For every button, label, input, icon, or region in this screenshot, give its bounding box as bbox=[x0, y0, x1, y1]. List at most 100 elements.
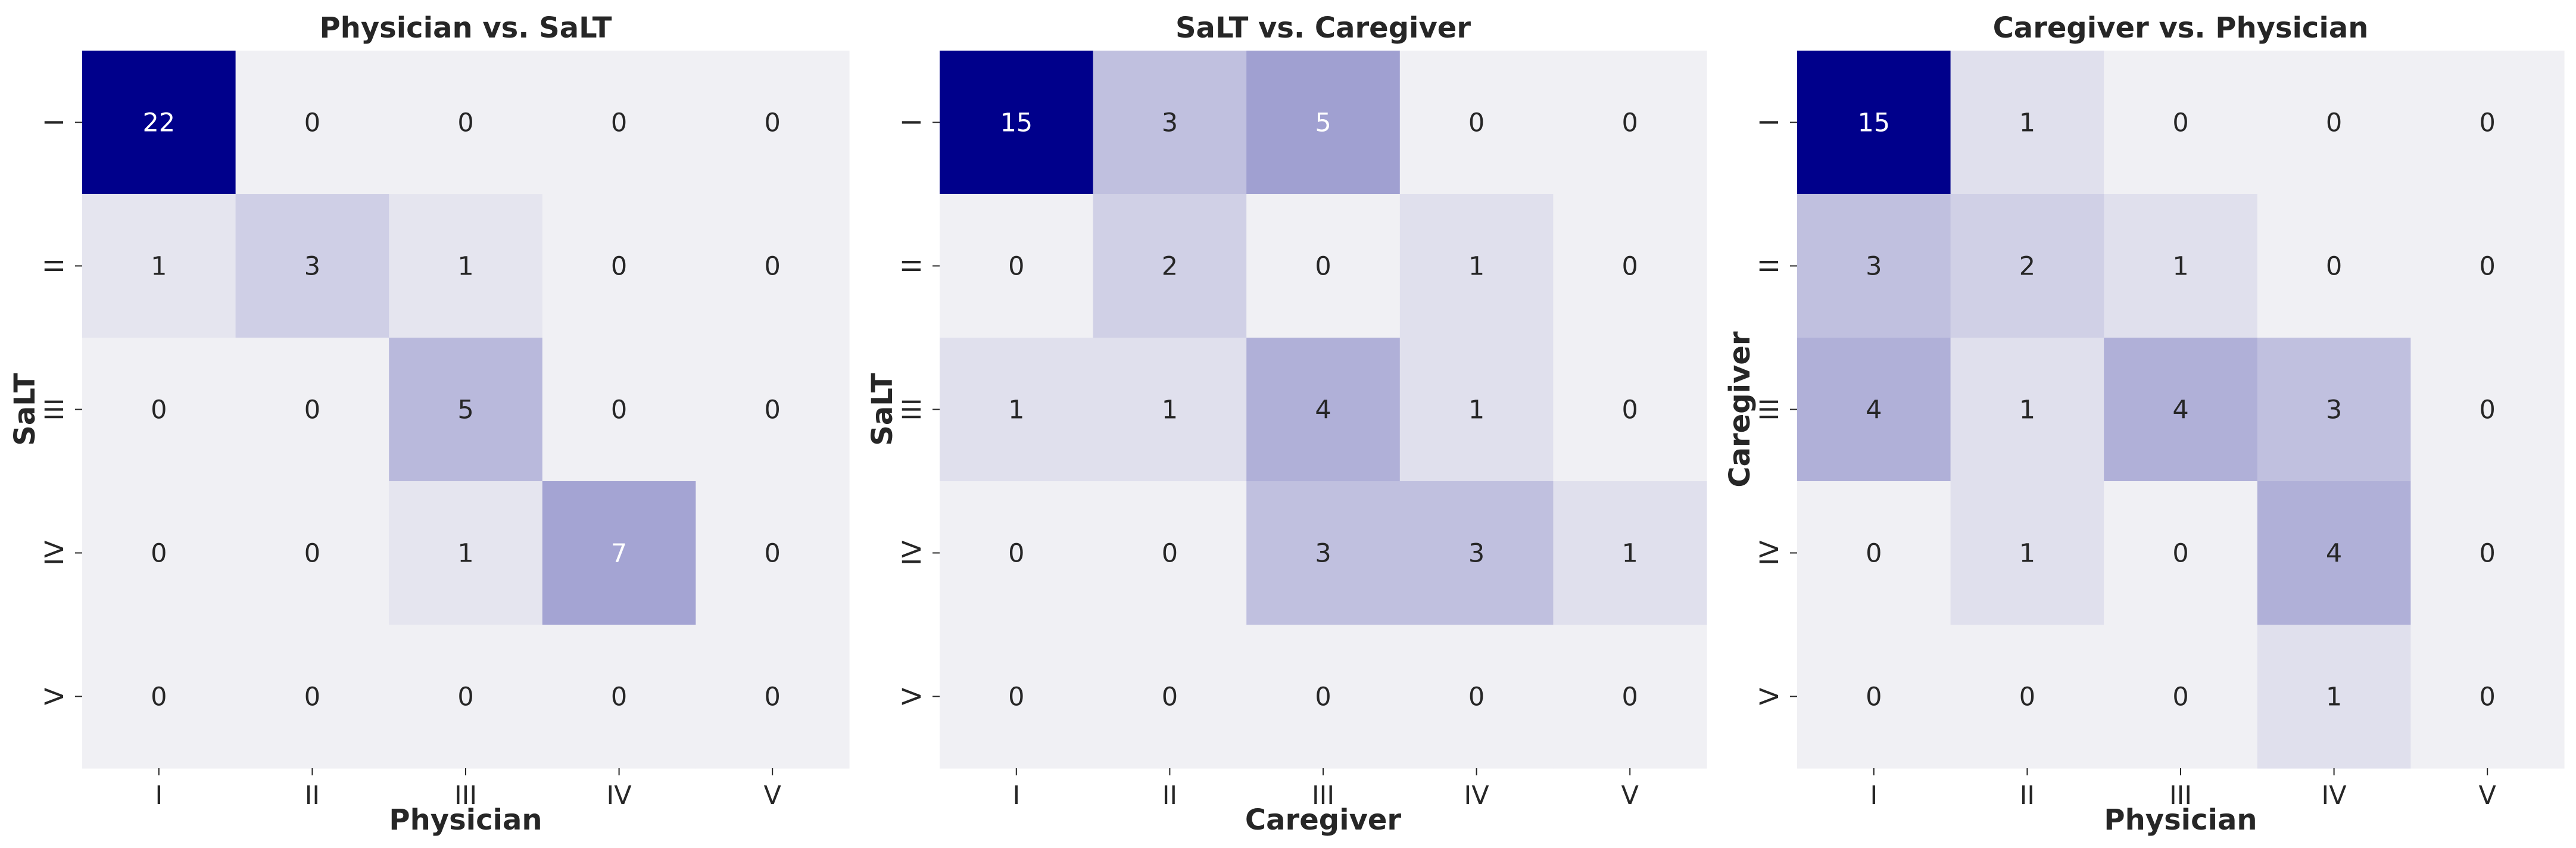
cell-value-label: 4 bbox=[1866, 395, 1882, 425]
y-tick-label: I bbox=[1755, 119, 1785, 126]
heatmap-cell bbox=[1246, 194, 1401, 338]
heatmap-cell bbox=[542, 625, 696, 769]
cell-value-label: 1 bbox=[2172, 252, 2188, 282]
heatmap-cell bbox=[1797, 194, 1951, 338]
cell-value-label: 3 bbox=[1162, 108, 1178, 138]
cell-value-label: 0 bbox=[2172, 682, 2188, 712]
heatmap-cell bbox=[389, 338, 543, 482]
heatmap-cell bbox=[1950, 338, 2104, 482]
cell-value-label: 3 bbox=[1315, 539, 1331, 569]
cell-value-label: 1 bbox=[457, 539, 473, 569]
heatmap-cell bbox=[1797, 338, 1951, 482]
cell-value-label: 0 bbox=[1162, 539, 1178, 569]
cell-value-label: 0 bbox=[304, 682, 320, 712]
heatmap-cell bbox=[1399, 338, 1554, 482]
cell-value-label: 3 bbox=[1468, 539, 1485, 569]
heatmap-cell bbox=[696, 481, 850, 625]
y-axis-label: SaLT bbox=[866, 373, 899, 446]
cell-value-label: 0 bbox=[765, 108, 781, 138]
x-tick-label: III bbox=[454, 781, 477, 810]
heatmap-cell bbox=[235, 481, 389, 625]
cell-value-label: 0 bbox=[151, 682, 167, 712]
cell-value-label: 0 bbox=[304, 539, 320, 569]
cell-value-label: 0 bbox=[765, 252, 781, 282]
heatmap-cell bbox=[235, 625, 389, 769]
chart-title: SaLT vs. Caregiver bbox=[1175, 11, 1471, 45]
heatmap-cell bbox=[696, 338, 850, 482]
x-tick-label: V bbox=[763, 781, 781, 810]
cell-value-label: 0 bbox=[611, 682, 627, 712]
heatmap-panel-1: 22 0 0 0 0 1 3 1 0 0 0 0 5 0 0 0 0 1 7 0 0 0 0 0 0 Physician vs. … bbox=[8, 11, 850, 837]
x-tick-label: III bbox=[2169, 781, 2192, 810]
heatmap-cell bbox=[940, 194, 1094, 338]
x-tick-label: V bbox=[2478, 781, 2496, 810]
cell-value-label: 0 bbox=[2326, 252, 2342, 282]
cell-value-label: 0 bbox=[304, 395, 320, 425]
heatmap-cell bbox=[1950, 481, 2104, 625]
heatmap-cell bbox=[235, 338, 389, 482]
heatmap-cell bbox=[1246, 338, 1401, 482]
heatmap-cell bbox=[1950, 625, 2104, 769]
heatmap-cell bbox=[235, 194, 389, 338]
heatmap-cell bbox=[235, 51, 389, 195]
heatmap-cell bbox=[1093, 625, 1247, 769]
heatmap-cell bbox=[2104, 625, 2258, 769]
cell-value-label: 0 bbox=[2019, 682, 2035, 712]
x-axis-label: Caregiver bbox=[1245, 803, 1402, 837]
heatmap-cell bbox=[1093, 194, 1247, 338]
y-tick-label: II bbox=[897, 258, 927, 273]
heatmap-cell bbox=[2104, 338, 2258, 482]
cell-value-label: 1 bbox=[2019, 395, 2035, 425]
x-axis-label: Physician bbox=[2104, 803, 2257, 837]
heatmap-cell bbox=[2104, 481, 2258, 625]
heatmap-cell bbox=[2410, 194, 2565, 338]
heatmap-cell bbox=[2410, 625, 2565, 769]
heatmap-cell bbox=[1246, 625, 1401, 769]
cell-value-label: 0 bbox=[2326, 108, 2342, 138]
cell-value-label: 0 bbox=[2480, 108, 2496, 138]
heatmap-cell bbox=[389, 625, 543, 769]
x-tick-label: V bbox=[1621, 781, 1639, 810]
y-tick-label: V bbox=[1755, 687, 1785, 705]
heatmap-cell bbox=[1399, 51, 1554, 195]
heatmap-cell bbox=[696, 194, 850, 338]
y-tick-label: II bbox=[1755, 258, 1785, 273]
heatmap-cell bbox=[1553, 51, 1707, 195]
heatmap-cell bbox=[2257, 481, 2411, 625]
heatmap-cell bbox=[1246, 481, 1401, 625]
cell-value-label: 0 bbox=[1468, 682, 1485, 712]
cell-value-label: 15 bbox=[1000, 108, 1033, 138]
cell-value-label: 0 bbox=[1622, 252, 1638, 282]
y-tick-label: IV bbox=[1755, 540, 1785, 566]
heatmap-cell bbox=[542, 481, 696, 625]
heatmap-cell bbox=[1399, 625, 1554, 769]
cell-value-label: 0 bbox=[1008, 539, 1024, 569]
heatmap-panel-3: 15 1 0 0 0 3 2 1 0 0 4 1 4 3 0 0 1 0 4 0 0 0 0 1 0 Caregiver vs. … bbox=[1723, 11, 2565, 837]
cell-value-label: 0 bbox=[1315, 682, 1331, 712]
heatmap-cell bbox=[1553, 625, 1707, 769]
x-tick-label: II bbox=[2020, 781, 2035, 810]
cell-value-label: 1 bbox=[457, 252, 473, 282]
cell-value-label: 0 bbox=[611, 108, 627, 138]
cell-value-label: 0 bbox=[1008, 252, 1024, 282]
cell-value-label: 1 bbox=[1008, 395, 1024, 425]
cell-value-label: 0 bbox=[1622, 108, 1638, 138]
cell-value-label: 0 bbox=[151, 395, 167, 425]
cell-value-label: 0 bbox=[2480, 682, 2496, 712]
cell-value-label: 2 bbox=[2019, 252, 2035, 282]
heatmap-cell bbox=[542, 51, 696, 195]
heatmap-cell bbox=[940, 338, 1094, 482]
cell-value-label: 0 bbox=[765, 395, 781, 425]
cell-value-label: 1 bbox=[2019, 108, 2035, 138]
heatmap-cell bbox=[2410, 338, 2565, 482]
y-tick-label: V bbox=[897, 687, 927, 705]
cell-value-label: 1 bbox=[1622, 539, 1638, 569]
heatmap-cell bbox=[1246, 51, 1401, 195]
x-tick-label: II bbox=[305, 781, 320, 810]
y-tick-label: II bbox=[40, 258, 70, 273]
cell-value-label: 0 bbox=[765, 682, 781, 712]
cell-value-label: 0 bbox=[2480, 252, 2496, 282]
heatmap-cell bbox=[389, 194, 543, 338]
heatmap-panel-2: 15 3 5 0 0 0 2 0 1 0 1 1 4 1 0 0 0 3 3 1 0 0 0 0 0 SaLT vs. Careg… bbox=[866, 11, 1707, 837]
